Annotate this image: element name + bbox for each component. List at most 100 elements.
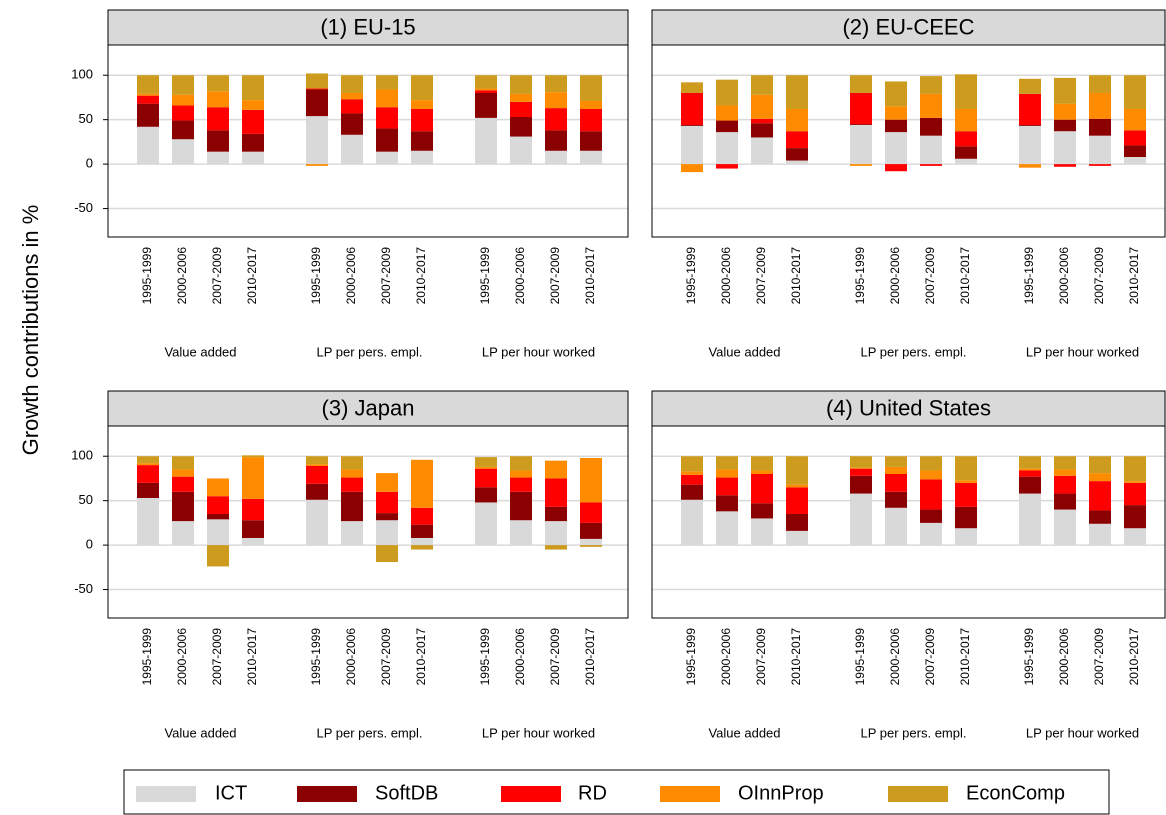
- bar-segment: [920, 479, 942, 510]
- bar-segment: [306, 116, 328, 165]
- bar-segment: [411, 100, 433, 109]
- bar-segment: [850, 456, 872, 468]
- bar-segment: [242, 133, 264, 152]
- bar-segment: [716, 511, 738, 546]
- bar-segment: [1054, 456, 1076, 470]
- y-tick-label: 0: [86, 537, 93, 552]
- bar-segment: [510, 117, 532, 137]
- bar-segment: [885, 491, 907, 508]
- bar-segment: [172, 105, 194, 121]
- bar-segment: [751, 123, 773, 138]
- bar-segment: [510, 470, 532, 478]
- bar-segment: [207, 545, 229, 567]
- bar-segment: [1124, 481, 1146, 483]
- bar-segment: [137, 93, 159, 96]
- bar-segment: [376, 151, 398, 165]
- x-tick-label: 2000-2006: [344, 247, 358, 305]
- x-tick-label: 1995-1999: [1022, 247, 1036, 305]
- bar-segment: [1089, 93, 1111, 119]
- group-label: LP per hour worked: [1026, 344, 1139, 359]
- bar-segment: [1054, 475, 1076, 494]
- bar-segment: [681, 499, 703, 546]
- x-tick-label: 2000-2006: [513, 247, 527, 305]
- strip: [107, 9, 629, 46]
- bar-segment: [172, 120, 194, 140]
- bar-segment: [376, 473, 398, 492]
- bar-segment: [1089, 481, 1111, 511]
- bar-segment: [580, 522, 602, 539]
- bar-segment: [681, 456, 703, 472]
- bar-segment: [172, 491, 194, 522]
- bar-segment: [545, 92, 567, 109]
- bar-segment: [850, 164, 872, 166]
- legend-swatch: [136, 786, 196, 802]
- bar-segment: [306, 466, 328, 484]
- bar-segment: [137, 456, 159, 464]
- bar-segment: [1019, 476, 1041, 494]
- bar-segment: [411, 507, 433, 525]
- y-tick-label: -50: [74, 581, 93, 596]
- bar-segment: [1124, 145, 1146, 157]
- bar-segment: [885, 119, 907, 133]
- bar-segment: [716, 105, 738, 121]
- legend-swatch: [660, 786, 720, 802]
- bar-segment: [716, 469, 738, 478]
- bar-segment: [306, 483, 328, 500]
- x-tick-label: 1995-1999: [140, 628, 154, 686]
- bar-segment: [411, 75, 433, 101]
- bar-segment: [1124, 482, 1146, 506]
- bar-segment: [955, 506, 977, 529]
- bar-segment: [1054, 119, 1076, 132]
- bar-segment: [1089, 456, 1111, 474]
- bar-segment: [207, 91, 229, 108]
- bar-segment: [786, 456, 808, 485]
- bar-segment: [1054, 509, 1076, 546]
- bar-segment: [545, 130, 567, 151]
- bar-segment: [242, 498, 264, 521]
- bar-segment: [786, 484, 808, 488]
- bar-segment: [376, 491, 398, 514]
- bar-segment: [475, 88, 497, 91]
- y-tick-label: 0: [86, 156, 93, 171]
- bar-segment: [751, 503, 773, 519]
- bar-segment: [1054, 469, 1076, 476]
- bar-segment: [885, 132, 907, 165]
- plot-border: [651, 44, 1166, 238]
- y-tick-label: 100: [71, 448, 93, 463]
- bar-segment: [341, 134, 363, 165]
- x-tick-label: 2010-2017: [958, 247, 972, 305]
- group-label: LP per hour worked: [1026, 725, 1139, 740]
- bar-segment: [786, 160, 808, 165]
- bar-segment: [751, 137, 773, 165]
- x-tick-label: 2007-2009: [923, 247, 937, 305]
- bar-segment: [341, 491, 363, 522]
- bar-segment: [376, 513, 398, 521]
- bar-segment: [242, 100, 264, 110]
- bar-segment: [306, 164, 328, 166]
- bar-segment: [1054, 77, 1076, 104]
- bar-segment: [411, 545, 433, 550]
- bar-segment: [786, 487, 808, 514]
- legend-label: OInnProp: [738, 782, 824, 804]
- bar-segment: [955, 480, 977, 483]
- bar-segment: [242, 75, 264, 101]
- bar-segment: [545, 150, 567, 165]
- bar-segment: [137, 126, 159, 165]
- bar-segment: [545, 545, 567, 550]
- bar-segment: [580, 545, 602, 547]
- bar-segment: [850, 467, 872, 469]
- x-tick-label: 2007-2009: [1092, 628, 1106, 686]
- bar-segment: [1019, 164, 1041, 168]
- x-tick-label: 2000-2006: [175, 247, 189, 305]
- y-tick-label: 100: [71, 67, 93, 82]
- bar-segment: [751, 94, 773, 119]
- bar-segment: [545, 521, 567, 546]
- group-label: LP per pers. empl.: [861, 725, 967, 740]
- bar-segment: [751, 456, 773, 471]
- strip: [651, 9, 1166, 46]
- bar-segment: [242, 520, 264, 538]
- x-tick-label: 2010-2017: [1127, 247, 1141, 305]
- bar-segment: [580, 150, 602, 165]
